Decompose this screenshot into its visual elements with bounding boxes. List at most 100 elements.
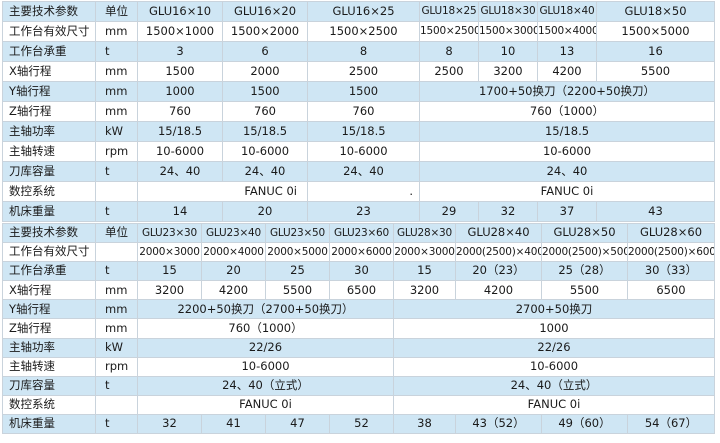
header-cell: GLU23×60 (329, 222, 394, 244)
value-cell: 10-6000 (222, 141, 308, 162)
unit-cell: mm (95, 280, 138, 301)
unit-cell (95, 242, 138, 263)
value-cell: 10-6000 (419, 141, 715, 162)
value-cell: 6500 (329, 280, 394, 301)
unit-cell: mm (95, 299, 138, 320)
value-cell: 10 (478, 41, 538, 62)
value-cell: 3200 (137, 280, 202, 301)
value-cell: 1500×2500 (307, 21, 420, 42)
value-cell: 24、40（立式） (137, 375, 394, 396)
value-cell: 760（1000） (137, 318, 394, 339)
value-cell: 32 (137, 413, 202, 435)
table-row: 工作台有效尺寸 mm 1500×1000 1500×2000 1500×2500… (2, 21, 715, 42)
param-label: Z轴行程 (2, 318, 96, 339)
header-cell: GLU28×40 (455, 222, 542, 244)
value-cell: 37 (537, 201, 597, 222)
value-cell: 15/18.5 (137, 121, 223, 142)
value-cell: 2500 (419, 61, 479, 82)
value-cell: 10-6000 (137, 356, 394, 377)
param-label: 主轴转速 (2, 141, 96, 162)
value-cell: 8 (419, 41, 479, 62)
value-cell: 1500×1000 (137, 21, 223, 42)
header-cell: GLU28×50 (541, 222, 628, 244)
value-cell: 8 (307, 41, 420, 62)
value-cell: 1500×2500 (419, 21, 479, 42)
value-cell: 24、40 (137, 161, 223, 182)
value-cell: 24、40（立式） (393, 375, 715, 396)
value-cell: 760（1000） (419, 101, 715, 122)
param-label: Y轴行程 (2, 81, 96, 102)
value-cell: 1500 (137, 61, 223, 82)
value-cell: 24、40 (307, 161, 420, 182)
value-cell: 30 (329, 261, 394, 282)
value-cell: 15/18.5 (419, 121, 715, 142)
header-cell: GLU28×60 (627, 222, 715, 244)
header-cell: GLU18×30 (478, 1, 538, 22)
value-cell: 5500 (265, 280, 330, 301)
value-cell: 22/26 (393, 337, 715, 358)
unit-cell (95, 394, 138, 415)
value-cell: 2500 (307, 61, 420, 82)
header-cell: GLU16×25 (307, 1, 420, 22)
value-cell: 38 (393, 413, 456, 435)
value-cell: 10-6000 (307, 141, 420, 162)
param-label: Y轴行程 (2, 299, 96, 320)
table-header-row: 主要技术参数 单位 GLU23×30 GLU23×40 GLU23×50 GLU… (2, 222, 715, 244)
value-cell: 1500×2000 (222, 21, 308, 42)
unit-cell: kW (95, 121, 138, 142)
table-row: 刀库容量 t 24、40（立式） 24、40（立式） (2, 375, 715, 396)
value-cell: 14 (137, 201, 223, 222)
unit-cell: mm (95, 21, 138, 42)
unit-cell: kW (95, 337, 138, 358)
value-cell: 15 (137, 261, 202, 282)
table-row: 机床重量 t 32 41 47 52 38 43（52） 49（60） 54（6… (2, 413, 715, 435)
unit-cell: mm (95, 101, 138, 122)
value-cell: 10-6000 (137, 141, 223, 162)
value-cell: 20（23） (455, 261, 542, 282)
value-cell: 2000 (222, 61, 308, 82)
value-cell: 4200 (537, 61, 597, 82)
header-cell: GLU18×40 (537, 1, 597, 22)
value-cell: 2000(2500)×6000 (627, 242, 715, 263)
value-cell: 10-6000 (393, 356, 715, 377)
table-row: 刀库容量 t 24、40 24、40 24、40 24、40 (2, 161, 715, 182)
header-cell: GLU16×20 (222, 1, 308, 22)
unit-cell: mm (95, 318, 138, 339)
value-cell: 24、40 (419, 161, 715, 182)
value-cell: 6500 (627, 280, 715, 301)
value-cell: 2000×3000 (137, 242, 202, 263)
table-row: 机床重量 t 14 20 23 29 32 37 43 (2, 201, 715, 222)
table-row: 工作台有效尺寸 2000×3000 2000×4000 2000×5000 20… (2, 242, 715, 263)
value-cell: 32 (478, 201, 538, 222)
table-row: 主轴转速 rpm 10-6000 10-6000 10-6000 10-6000 (2, 141, 715, 162)
param-label: X轴行程 (2, 280, 96, 301)
value-cell: 22/26 (137, 337, 394, 358)
header-cell: GLU28×30 (393, 222, 456, 244)
unit-cell: t (95, 375, 138, 396)
param-label: 主轴功率 (2, 121, 96, 142)
table-header-row: 主要技术参数 单位 GLU16×10 GLU16×20 GLU16×25 GLU… (2, 1, 715, 22)
param-label: 主轴功率 (2, 337, 96, 358)
value-cell: 1000 (393, 318, 715, 339)
param-label: 机床重量 (2, 201, 96, 222)
header-cell: GLU18×25 (419, 1, 479, 22)
param-label: 数控系统 (2, 394, 96, 415)
value-cell: 24、40 (222, 161, 308, 182)
table-row: Z轴行程 mm 760 760 760 760（1000） (2, 101, 715, 122)
value-cell: 3200 (478, 61, 538, 82)
value-cell: 15 (393, 261, 456, 282)
value-cell: 15/18.5 (222, 121, 308, 142)
header-cell: GLU23×50 (265, 222, 330, 244)
param-label: 工作台承重 (2, 261, 96, 282)
value-cell: 1500 (222, 81, 308, 102)
value-cell: 2000×5000 (265, 242, 330, 263)
value-cell: 23 (307, 201, 420, 222)
header-cell: 主要技术参数 (2, 222, 96, 244)
table-row: 数控系统 FANUC 0i . FANUC 0i (2, 181, 715, 202)
value-cell: 15/18.5 (307, 121, 420, 142)
value-cell: FANUC 0i (419, 181, 715, 202)
param-label: 机床重量 (2, 413, 96, 435)
table-row: 主轴功率 kW 15/18.5 15/18.5 15/18.5 15/18.5 (2, 121, 715, 142)
unit-cell (95, 181, 138, 202)
value-cell: 49（60） (541, 413, 628, 435)
